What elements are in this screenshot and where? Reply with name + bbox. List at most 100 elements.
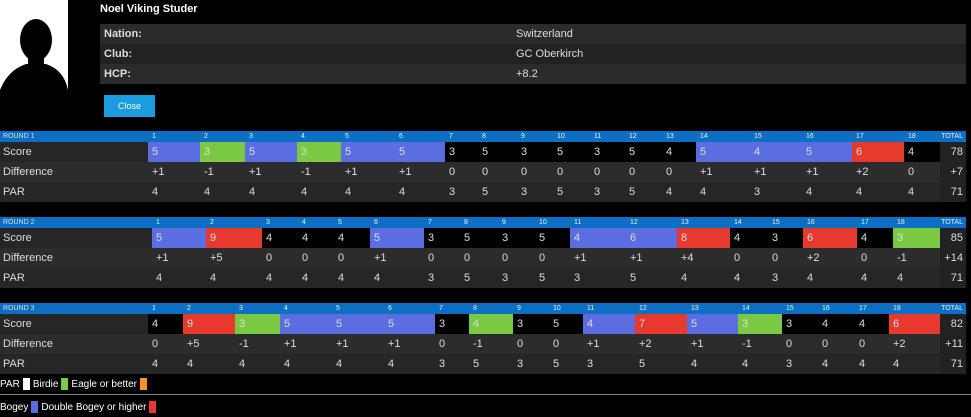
round-title: ROUND 3 xyxy=(3,305,35,312)
difference-cell: 0 xyxy=(594,166,601,178)
hole-number: 15 xyxy=(786,305,794,312)
hole-number: 18 xyxy=(908,133,916,140)
difference-cell: +1 xyxy=(754,166,767,178)
score-cell: 7 xyxy=(635,314,687,334)
hole-number: 9 xyxy=(517,305,521,312)
difference-cell: 0 xyxy=(629,166,636,178)
difference-cell: +1 xyxy=(249,166,262,178)
hole-number: 10 xyxy=(553,305,561,312)
hole-number: 8 xyxy=(464,219,468,226)
total-header: TOTAL xyxy=(941,133,963,140)
score-cell: 3 xyxy=(893,228,940,248)
par-total: 71 xyxy=(940,182,966,202)
par-cell: 4 xyxy=(897,272,904,284)
score-cell: 3 xyxy=(590,142,625,162)
par-cell: 5 xyxy=(630,272,637,284)
score-cell: 5 xyxy=(802,142,852,162)
par-cell: 4 xyxy=(388,358,395,370)
difference-cell: +1 xyxy=(806,166,819,178)
close-button[interactable]: Close xyxy=(104,95,155,117)
par-cell: 5 xyxy=(473,358,480,370)
score-label: Score xyxy=(3,232,32,244)
score-label: Score xyxy=(3,146,32,158)
legend-label: Double Bogey or higher xyxy=(41,401,147,413)
par-cell: 3 xyxy=(587,358,594,370)
par-cell: 4 xyxy=(399,186,406,198)
par-cell: 5 xyxy=(464,272,471,284)
hole-number: 14 xyxy=(700,133,708,140)
difference-cell: 0 xyxy=(482,166,489,178)
hole-number: 3 xyxy=(249,133,253,140)
score-cell: 4 xyxy=(469,314,513,334)
par-cell: 3 xyxy=(594,186,601,198)
legend-row-2: Bogey Double Bogey or higher xyxy=(0,399,971,415)
info-key: HCP: xyxy=(104,68,131,80)
difference-cell: +1 xyxy=(284,338,297,350)
hole-number: 17 xyxy=(861,219,869,226)
score-cell: 4 xyxy=(262,228,298,248)
difference-cell: +2 xyxy=(807,252,820,264)
par-label: PAR xyxy=(3,186,25,198)
hole-number: 16 xyxy=(807,219,815,226)
hole-number: 16 xyxy=(822,305,830,312)
hole-number: 1 xyxy=(156,219,160,226)
score-cell: 4 xyxy=(148,314,183,334)
info-value: GC Oberkirch xyxy=(516,48,584,60)
par-cell: 4 xyxy=(249,186,256,198)
info-row-hcp: HCP: +8.2 xyxy=(100,64,966,84)
score-cell: 6 xyxy=(889,314,940,334)
legend-swatch-double xyxy=(149,401,157,413)
par-cell: 4 xyxy=(806,186,813,198)
difference-cell: +2 xyxy=(856,166,869,178)
difference-cell: +1 xyxy=(700,166,713,178)
par-cell: 5 xyxy=(553,358,560,370)
par-cell: 4 xyxy=(302,272,309,284)
par-cell: 4 xyxy=(156,272,163,284)
par-cell: 5 xyxy=(639,358,646,370)
hole-number: 9 xyxy=(502,219,506,226)
hole-number: 2 xyxy=(210,219,214,226)
difference-cell: +1 xyxy=(574,252,587,264)
par-cell: 3 xyxy=(449,186,456,198)
par-cell: 3 xyxy=(772,272,779,284)
legend-swatch-bogey xyxy=(31,401,39,413)
legend-row-1: PAR Birdie Eagle or better xyxy=(0,376,971,392)
par-cell: 3 xyxy=(786,358,793,370)
score-cell: 4 xyxy=(904,142,940,162)
difference-cell: 0 xyxy=(152,338,159,350)
difference-cell: -1 xyxy=(301,166,311,178)
hole-number: 7 xyxy=(449,133,453,140)
hole-number: 11 xyxy=(574,219,582,226)
difference-cell: 0 xyxy=(666,166,673,178)
hole-number: 4 xyxy=(284,305,288,312)
par-cell: 4 xyxy=(861,272,868,284)
difference-label: Difference xyxy=(3,166,53,178)
hole-number: 5 xyxy=(338,219,342,226)
info-row-club: Club: GC Oberkirch xyxy=(100,44,966,64)
round-1-table: ROUND 1 1 2 3 4 5 6 7 8 9 10 11 12 13 14 15 16 17 18 TOTAL S… xyxy=(0,131,966,202)
difference-cell: +1 xyxy=(399,166,412,178)
hole-number: 1 xyxy=(152,133,156,140)
hole-number: 17 xyxy=(859,305,867,312)
hole-number: 6 xyxy=(399,133,403,140)
difference-cell: 0 xyxy=(464,252,471,264)
score-cell: 5 xyxy=(384,314,435,334)
par-cell: 4 xyxy=(807,272,814,284)
score-cell: 9 xyxy=(206,228,262,248)
hole-number: 18 xyxy=(893,305,901,312)
hole-number: 10 xyxy=(557,133,565,140)
legend-label: Birdie xyxy=(32,378,59,390)
hole-number: 14 xyxy=(734,219,742,226)
par-cell: 4 xyxy=(681,272,688,284)
score-cell: 3 xyxy=(768,228,803,248)
hole-number: 3 xyxy=(239,305,243,312)
difference-cell: +1 xyxy=(630,252,643,264)
score-cell: 3 xyxy=(738,314,782,334)
legend-label: Eagle or better xyxy=(71,378,138,390)
score-total: 82 xyxy=(940,314,966,334)
par-cell: 4 xyxy=(345,186,352,198)
hole-number: 14 xyxy=(742,305,750,312)
difference-cell: 0 xyxy=(786,338,793,350)
par-cell: 4 xyxy=(210,272,217,284)
score-cell: 8 xyxy=(677,228,730,248)
